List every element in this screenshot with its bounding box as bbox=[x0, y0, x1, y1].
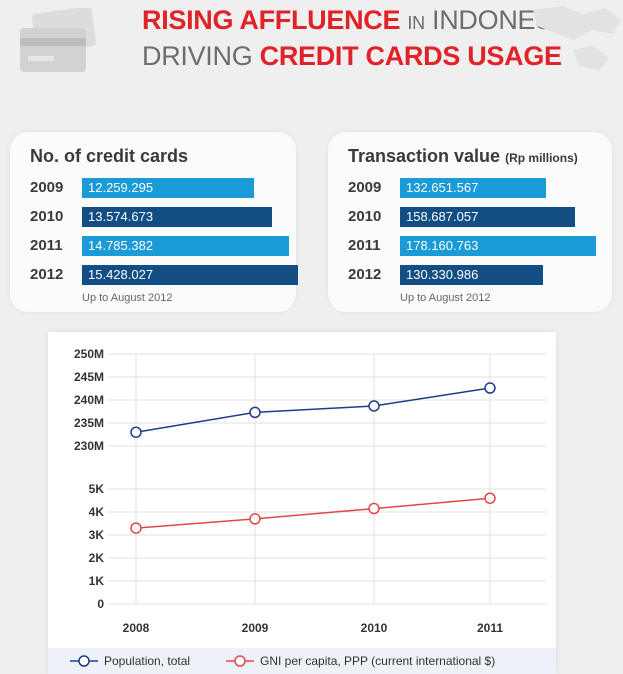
y-tick-label: 235M bbox=[74, 416, 104, 430]
transaction-value-panel: Transaction value (Rp millions) 2009 132.… bbox=[328, 132, 612, 312]
y-tick-label: 1K bbox=[89, 574, 105, 588]
y-tick-label: 4K bbox=[89, 505, 105, 519]
y-tick-label: 240M bbox=[74, 393, 104, 407]
x-tick-label: 2008 bbox=[123, 621, 150, 635]
title-part1: RISING AFFLUENCE bbox=[142, 5, 401, 35]
credit-card-icon bbox=[20, 8, 96, 72]
y-tick-label: 5K bbox=[89, 482, 105, 496]
credit-cards-bar-value: 15.428.027 bbox=[88, 267, 154, 282]
transaction-bar-value: 158.687.057 bbox=[406, 209, 479, 224]
credit-cards-year-label: 2009 bbox=[30, 179, 64, 196]
page-subtitle: DRIVING CREDIT CARDS USAGE bbox=[142, 41, 562, 72]
legend-label-gni: GNI per capita, PPP (current internation… bbox=[260, 654, 495, 668]
line-chart-panel: 250M 245M 240M 235M 230M 5K 4K 3K 2K 1K 0 2008 2009 2… bbox=[48, 332, 556, 674]
transaction-footnote: Up to August 2012 bbox=[400, 292, 491, 304]
population-series-line bbox=[135, 387, 491, 433]
credit-cards-bar-value: 12.259.295 bbox=[88, 180, 154, 195]
y-tick-label: 245M bbox=[74, 370, 104, 384]
population-series-point bbox=[484, 382, 496, 394]
credit-cards-year-label: 2011 bbox=[30, 237, 63, 254]
subtitle-part1: DRIVING bbox=[142, 41, 253, 71]
credit-cards-bar-value: 14.785.382 bbox=[88, 238, 154, 253]
y-tick-label: 250M bbox=[74, 347, 104, 361]
transaction-bar-value: 130.330.986 bbox=[406, 267, 479, 282]
line-chart: 250M 245M 240M 235M 230M 5K 4K 3K 2K 1K 0 2008 2009 2… bbox=[48, 347, 556, 674]
transaction-unit: (Rp millions) bbox=[505, 151, 578, 165]
gni-series-point bbox=[249, 513, 261, 525]
gni-series-line bbox=[135, 497, 491, 529]
title-part2: IN bbox=[407, 13, 425, 33]
gni-series-point bbox=[484, 492, 496, 504]
y-tick-label: 230M bbox=[74, 439, 104, 453]
legend-marker-gni bbox=[234, 655, 246, 667]
credit-cards-bar: 14.785.382 bbox=[82, 236, 289, 256]
credit-cards-bar: 15.428.027 bbox=[82, 265, 298, 285]
y-tick-label: 3K bbox=[89, 528, 105, 542]
credit-cards-bar: 13.574.673 bbox=[82, 207, 272, 227]
transaction-year-label: 2011 bbox=[348, 237, 381, 254]
transaction-year-label: 2009 bbox=[348, 179, 382, 196]
y-tick-label: 0 bbox=[97, 597, 104, 611]
transaction-bar: 130.330.986 bbox=[400, 265, 543, 285]
gni-series-point bbox=[368, 502, 380, 515]
credit-cards-year-label: 2010 bbox=[30, 208, 64, 225]
transaction-year-label: 2010 bbox=[348, 208, 382, 225]
credit-cards-footnote: Up to August 2012 bbox=[82, 292, 173, 304]
population-series-point bbox=[130, 426, 142, 438]
transaction-bar: 178.160.763 bbox=[400, 236, 596, 256]
x-tick-label: 2011 bbox=[477, 621, 503, 635]
transaction-bar-value: 132.651.567 bbox=[406, 180, 479, 195]
x-tick-label: 2009 bbox=[242, 621, 269, 635]
credit-cards-year-label: 2012 bbox=[30, 266, 64, 283]
credit-cards-panel: No. of credit cards 2009 12.259.295 2010 13… bbox=[10, 132, 298, 312]
population-series-point bbox=[368, 400, 380, 412]
transaction-bar: 132.651.567 bbox=[400, 178, 546, 198]
legend-marker-population bbox=[78, 655, 90, 667]
y-tick-label: 2K bbox=[89, 551, 105, 565]
world-map-decoration bbox=[533, 6, 621, 70]
credit-cards-title: No. of credit cards bbox=[30, 146, 189, 166]
legend-label-population: Population, total bbox=[104, 654, 190, 668]
subtitle-part2: CREDIT CARDS USAGE bbox=[259, 41, 562, 71]
credit-cards-bar: 12.259.295 bbox=[82, 178, 254, 198]
transaction-bar-value: 178.160.763 bbox=[406, 238, 479, 253]
transaction-title: Transaction value (Rp millions) bbox=[348, 146, 578, 167]
population-series-point bbox=[249, 406, 261, 419]
legend-background bbox=[48, 648, 556, 674]
transaction-year-label: 2012 bbox=[348, 266, 382, 283]
credit-cards-bar-value: 13.574.673 bbox=[88, 209, 154, 224]
transaction-bar: 158.687.057 bbox=[400, 207, 575, 227]
gni-series-point bbox=[130, 522, 142, 534]
transaction-title-text: Transaction value bbox=[348, 146, 501, 166]
x-tick-label: 2010 bbox=[361, 621, 388, 635]
